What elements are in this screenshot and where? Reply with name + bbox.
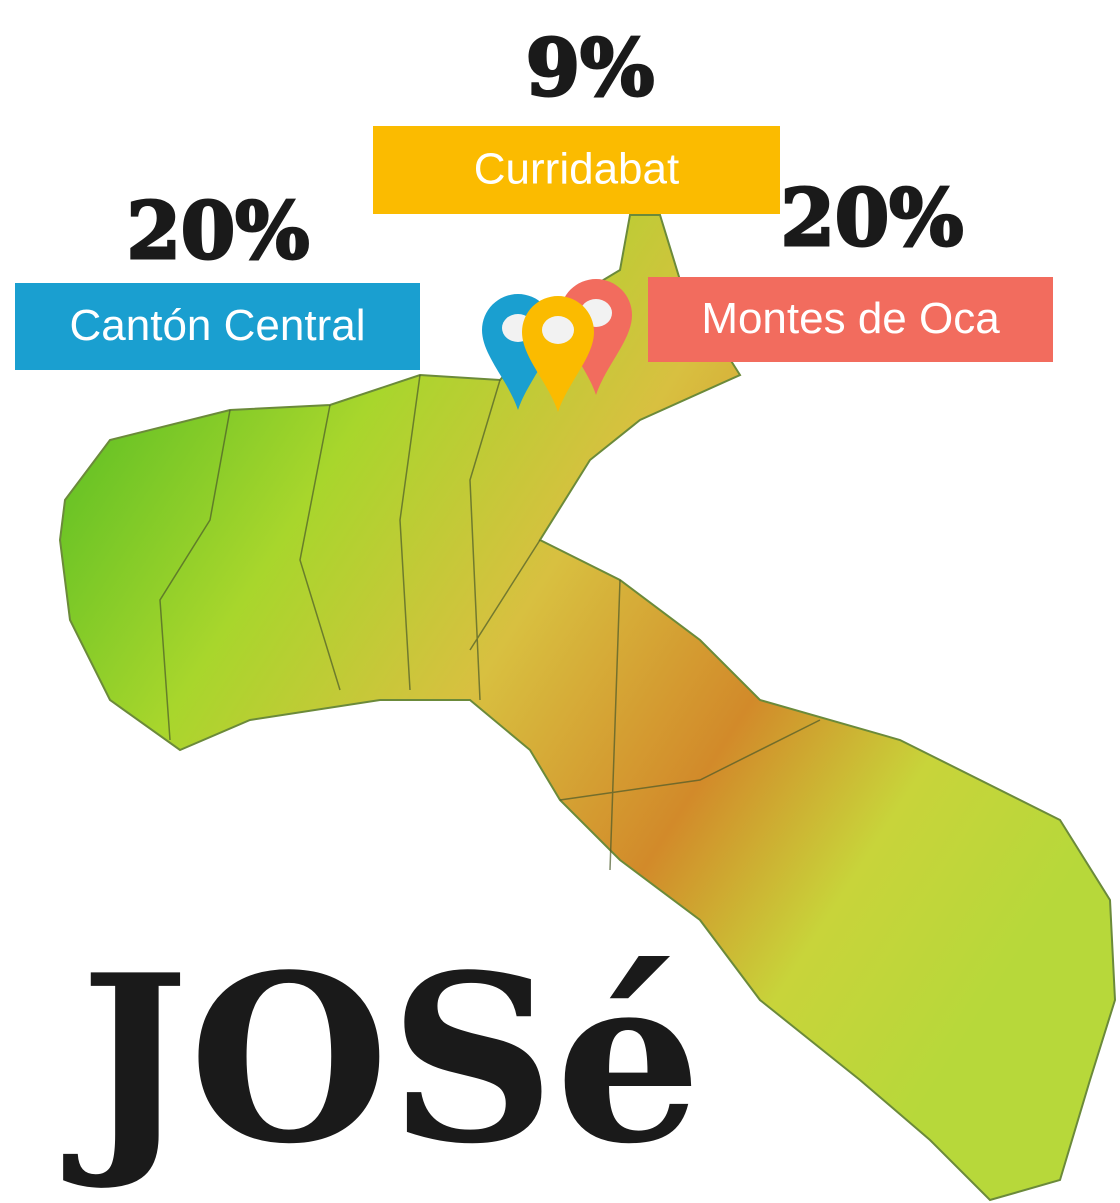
marker-percent: 9% [526,23,654,114]
marker-label: Curridabat [474,145,679,194]
marker-label: Montes de Oca [701,294,1000,343]
marker-label: Cantón Central [70,301,366,350]
label-box [373,126,780,214]
map-pin [522,296,594,412]
label-box [15,283,420,370]
markers: Cantón Central 20% Curridabat 9% Montes de O… [15,22,1053,412]
label-box [648,277,1053,362]
marker-percent: 20% [127,186,310,277]
title: JOSé [63,925,702,1195]
pin-hole [542,316,574,344]
district-borders [159,374,821,871]
marker-percent: 20% [781,173,964,264]
